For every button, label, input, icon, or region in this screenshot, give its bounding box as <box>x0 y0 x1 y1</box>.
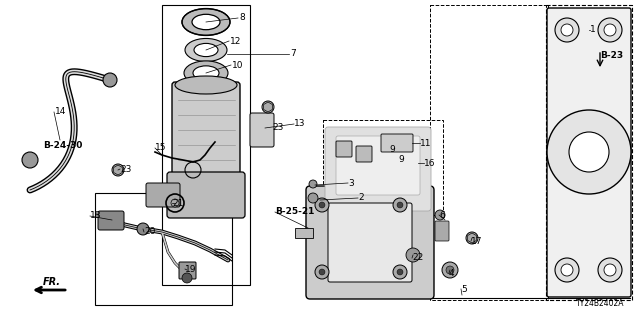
Text: 8: 8 <box>239 13 244 22</box>
Circle shape <box>555 18 579 42</box>
FancyBboxPatch shape <box>98 211 124 230</box>
Text: 16: 16 <box>424 158 435 167</box>
FancyBboxPatch shape <box>435 221 449 241</box>
Circle shape <box>397 269 403 275</box>
Text: TY24B2402A: TY24B2402A <box>575 299 624 308</box>
Text: 7: 7 <box>290 50 296 59</box>
Text: 1: 1 <box>590 26 596 35</box>
Text: 20: 20 <box>144 228 156 236</box>
Circle shape <box>435 210 445 220</box>
FancyBboxPatch shape <box>179 262 196 279</box>
Circle shape <box>315 265 329 279</box>
Circle shape <box>397 202 403 208</box>
Text: FR.: FR. <box>43 277 61 287</box>
Text: 21: 21 <box>172 198 184 207</box>
Text: 9: 9 <box>389 146 395 155</box>
Text: 13: 13 <box>294 119 305 129</box>
Circle shape <box>262 101 274 113</box>
Text: B-23: B-23 <box>600 51 623 60</box>
Text: 23: 23 <box>120 164 131 173</box>
Ellipse shape <box>193 66 219 80</box>
Bar <box>430 5 548 300</box>
Text: 11: 11 <box>420 139 431 148</box>
FancyBboxPatch shape <box>381 134 413 152</box>
Circle shape <box>561 264 573 276</box>
Text: 2: 2 <box>358 194 364 203</box>
Circle shape <box>112 164 124 176</box>
Text: B-24-30: B-24-30 <box>43 140 83 149</box>
Circle shape <box>604 24 616 36</box>
FancyBboxPatch shape <box>167 172 245 218</box>
Circle shape <box>309 180 317 188</box>
Bar <box>546 5 632 300</box>
FancyBboxPatch shape <box>250 113 274 147</box>
Circle shape <box>442 262 458 278</box>
FancyBboxPatch shape <box>172 82 240 193</box>
FancyBboxPatch shape <box>336 136 420 195</box>
FancyBboxPatch shape <box>328 203 412 282</box>
Circle shape <box>604 264 616 276</box>
Circle shape <box>319 269 325 275</box>
FancyBboxPatch shape <box>146 183 180 207</box>
Text: 10: 10 <box>232 60 243 69</box>
Circle shape <box>22 152 38 168</box>
Text: 15: 15 <box>155 143 166 153</box>
Circle shape <box>315 198 329 212</box>
Text: 5: 5 <box>461 284 467 293</box>
Text: 6: 6 <box>439 211 445 220</box>
FancyBboxPatch shape <box>325 127 431 211</box>
Bar <box>323 120 443 215</box>
Circle shape <box>103 73 117 87</box>
Circle shape <box>561 24 573 36</box>
Circle shape <box>308 193 318 203</box>
Ellipse shape <box>192 14 220 30</box>
Text: 18: 18 <box>90 212 102 220</box>
Text: 19: 19 <box>185 265 196 274</box>
Ellipse shape <box>194 44 218 57</box>
FancyBboxPatch shape <box>356 146 372 162</box>
Bar <box>295 228 313 238</box>
Text: 4: 4 <box>449 268 454 277</box>
Circle shape <box>569 132 609 172</box>
Text: 14: 14 <box>55 108 67 116</box>
Circle shape <box>446 266 454 274</box>
Ellipse shape <box>185 38 227 61</box>
Text: B-25-21: B-25-21 <box>275 207 314 217</box>
Circle shape <box>182 273 192 283</box>
Text: 3: 3 <box>348 179 354 188</box>
Text: 12: 12 <box>230 36 241 45</box>
Circle shape <box>393 265 407 279</box>
Circle shape <box>598 18 622 42</box>
Ellipse shape <box>182 9 230 35</box>
Bar <box>162 5 250 285</box>
Circle shape <box>555 258 579 282</box>
Circle shape <box>466 232 478 244</box>
FancyBboxPatch shape <box>306 186 434 299</box>
Circle shape <box>137 223 149 235</box>
FancyBboxPatch shape <box>336 141 352 157</box>
Ellipse shape <box>184 61 228 85</box>
Bar <box>95 193 232 305</box>
Circle shape <box>171 199 179 207</box>
Circle shape <box>547 110 631 194</box>
Circle shape <box>393 198 407 212</box>
Text: 17: 17 <box>471 236 483 245</box>
Text: 22: 22 <box>412 253 423 262</box>
Text: 9: 9 <box>398 156 404 164</box>
FancyBboxPatch shape <box>547 8 631 297</box>
Circle shape <box>598 258 622 282</box>
Text: 23: 23 <box>272 123 284 132</box>
Circle shape <box>319 202 325 208</box>
Ellipse shape <box>175 76 237 94</box>
Circle shape <box>406 248 420 262</box>
